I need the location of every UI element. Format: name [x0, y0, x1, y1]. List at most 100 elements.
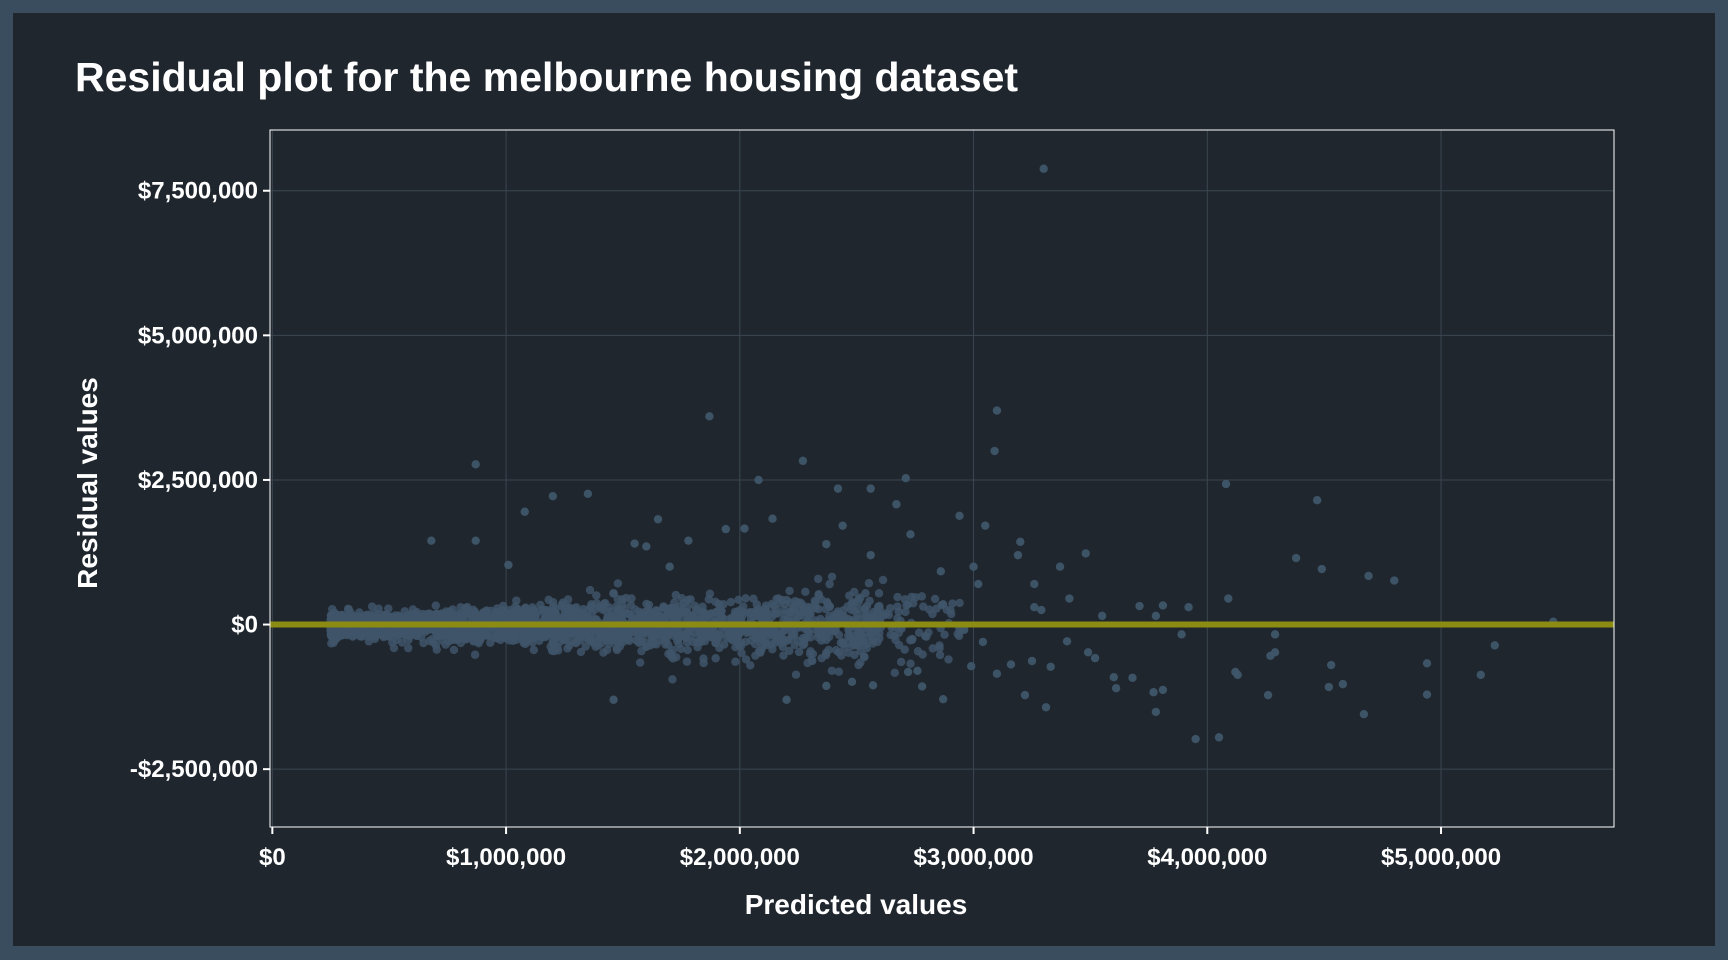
scatter-point — [652, 606, 662, 616]
scatter-point — [417, 632, 426, 642]
scatter-point — [363, 632, 373, 642]
scatter-point — [990, 446, 999, 456]
scatter-point — [822, 681, 831, 691]
scatter-point — [890, 668, 899, 678]
x-tick-label: $1,000,000 — [446, 844, 566, 871]
scatter-point — [893, 614, 902, 623]
scatter-point — [471, 460, 480, 469]
scatter-point — [609, 589, 618, 598]
scatter-point — [683, 645, 692, 655]
chart-title: Residual plot for the melbourne housing … — [75, 54, 1018, 100]
scatter-point — [569, 607, 578, 617]
scatter-point — [665, 604, 674, 613]
scatter-point — [754, 475, 763, 485]
scatter-point — [978, 637, 988, 647]
scatter-point — [1364, 571, 1373, 581]
scatter-point — [505, 609, 514, 619]
scatter-point — [801, 587, 810, 597]
scatter-point — [798, 456, 808, 466]
scatter-point — [1390, 576, 1399, 585]
scatter-point — [326, 625, 336, 635]
scatter-point — [919, 602, 928, 611]
scatter-point — [627, 594, 636, 603]
scatter-point — [1006, 660, 1016, 669]
scatter-point — [746, 661, 755, 670]
scatter-point — [638, 632, 647, 641]
scatter-point — [862, 644, 871, 653]
scatter-point — [557, 600, 566, 610]
scatter-point — [825, 602, 834, 612]
scatter-point — [718, 613, 727, 622]
scatter-point — [1041, 703, 1051, 712]
scatter-point — [681, 607, 690, 617]
scatter-point — [623, 631, 633, 641]
scatter-point — [893, 592, 902, 602]
scatter-point — [721, 524, 730, 534]
scatter-point — [597, 638, 606, 648]
scatter-point — [928, 644, 938, 653]
scatter-point — [332, 634, 341, 643]
scatter-point — [330, 608, 339, 617]
scatter-point — [630, 539, 639, 548]
scatter-point — [868, 681, 878, 690]
residual-scatter-chart: Residual plot for the melbourne housing … — [72, 54, 1615, 920]
scatter-point — [762, 608, 771, 617]
scatter-point — [793, 598, 803, 607]
scatter-point — [864, 579, 874, 588]
scatter-point — [618, 600, 627, 609]
scatter-point — [1090, 653, 1100, 663]
scatter-point — [778, 642, 788, 652]
scatter-point — [954, 631, 964, 641]
scatter-point — [1151, 707, 1161, 717]
scatter-point — [641, 613, 650, 623]
scatter-point — [917, 592, 927, 601]
scatter-point — [664, 629, 674, 639]
scatter-point — [827, 572, 837, 581]
scatter-point — [795, 611, 804, 621]
scatter-point — [834, 667, 844, 676]
scatter-point — [906, 659, 915, 668]
scatter-point — [825, 579, 834, 589]
scatter-point — [741, 594, 750, 603]
scatter-point — [782, 695, 791, 704]
scatter-point — [757, 645, 766, 655]
scatter-point — [612, 629, 621, 638]
scatter-point — [940, 630, 949, 639]
scatter-point — [404, 643, 413, 653]
scatter-point — [429, 638, 438, 647]
scatter-point — [698, 609, 707, 619]
scatter-point — [850, 606, 859, 616]
scatter-point — [1214, 733, 1224, 742]
scatter-point — [451, 612, 461, 621]
scatter-point — [676, 644, 686, 654]
scatter-point — [889, 631, 899, 641]
scatter-point — [642, 642, 651, 651]
scatter-point — [548, 491, 558, 501]
y-axis-title: Residual values — [72, 377, 103, 589]
scatter-point — [866, 550, 875, 560]
scatter-point — [519, 638, 528, 648]
y-tick-label: $2,500,000 — [138, 467, 258, 494]
scatter-point — [992, 669, 1002, 678]
scatter-point — [854, 594, 863, 604]
scatter-point — [732, 636, 741, 645]
scatter-point — [873, 602, 883, 612]
scatter-point — [907, 592, 916, 602]
scatter-point — [1149, 688, 1158, 697]
scatter-point — [690, 601, 700, 611]
scatter-point — [992, 406, 1002, 415]
scatter-point — [1020, 690, 1030, 700]
scatter-point — [1317, 564, 1327, 574]
scatter-point — [785, 646, 794, 656]
scatter-point — [705, 589, 715, 598]
scatter-point — [1158, 601, 1168, 610]
scatter-point — [1016, 537, 1025, 547]
scatter-point — [1109, 672, 1118, 682]
scatter-point — [955, 598, 964, 608]
scatter-point — [512, 605, 521, 614]
scatter-point — [1184, 602, 1193, 612]
scatter-point — [592, 591, 601, 600]
scatter-point — [955, 511, 964, 521]
scatter-point — [917, 682, 927, 691]
grid-lines — [270, 130, 1614, 827]
